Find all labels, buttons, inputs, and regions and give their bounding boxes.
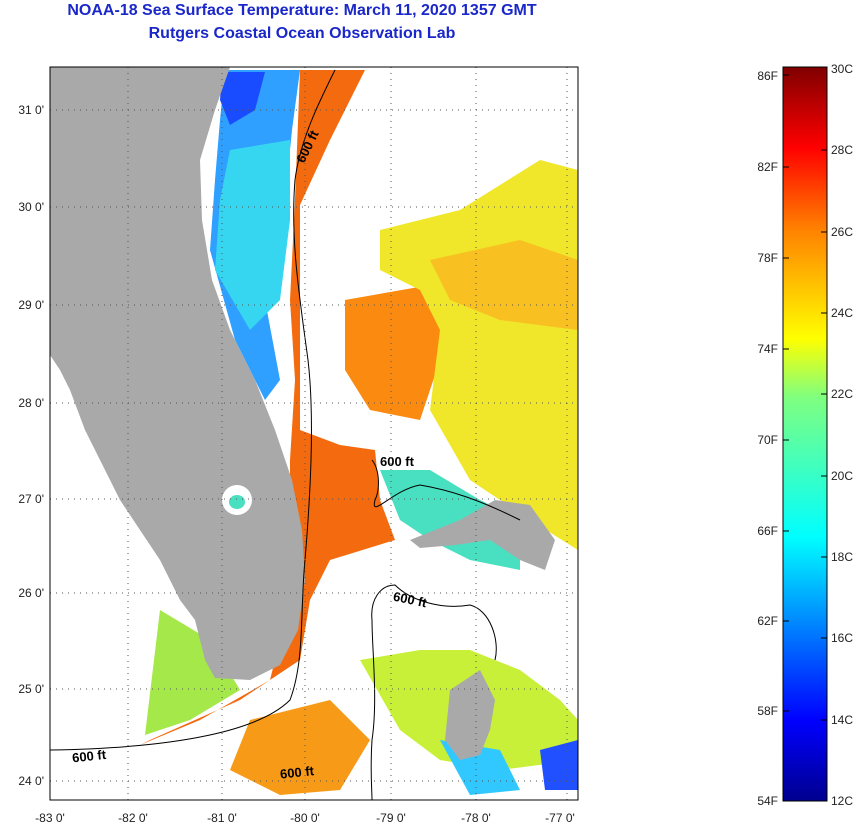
- sst-north-blue: [220, 72, 265, 125]
- lat-label: 29 0': [18, 298, 44, 312]
- contour-label: 600 ft: [392, 589, 429, 611]
- colorbar-c-label: 12C: [831, 794, 853, 808]
- colorbar-f-label: 78F: [757, 251, 778, 265]
- contour-label: 600 ft: [380, 454, 415, 469]
- lon-label: -82 0': [118, 811, 148, 825]
- andros-land: [445, 670, 495, 760]
- colorbar-f-label: 82F: [757, 160, 778, 174]
- colorbar-f-label: 62F: [757, 614, 778, 628]
- latitude-labels: 31 0' 30 0' 29 0' 28 0' 27 0' 26 0' 25 0…: [18, 103, 44, 788]
- sst-southeast-blue: [540, 740, 578, 790]
- colorbar-c-label: 18C: [831, 550, 853, 564]
- colorbar-f-label: 86F: [757, 69, 778, 83]
- colorbar-f-label: 74F: [757, 342, 778, 356]
- longitude-labels: -83 0' -82 0' -81 0' -80 0' -79 0' -78 0…: [35, 811, 575, 825]
- map-title: NOAA-18 Sea Surface Temperature: March 1…: [67, 2, 537, 19]
- lat-label: 26 0': [18, 586, 44, 600]
- contour-lines: [49, 69, 521, 801]
- lon-label: -81 0': [207, 811, 237, 825]
- colorbar: 86F 82F 78F 74F 70F 66F 62F 58F 54F 30C …: [757, 62, 853, 808]
- map-frame: [49, 66, 579, 801]
- colorbar-c-label: 30C: [831, 62, 853, 76]
- map-subtitle: Rutgers Coastal Ocean Observation Lab: [148, 25, 456, 42]
- colorbar-gradient: [782, 66, 828, 802]
- florida-land: [50, 67, 305, 680]
- colorbar-c-label: 26C: [831, 225, 853, 239]
- lat-label: 25 0': [18, 682, 44, 696]
- colorbar-c-label: 20C: [831, 469, 853, 483]
- colorbar-c-label: 24C: [831, 306, 853, 320]
- sst-south-orange: [230, 700, 370, 795]
- lon-label: -80 0': [290, 811, 320, 825]
- graticule: [50, 67, 578, 800]
- lat-label: 27 0': [18, 492, 44, 506]
- sst-yellow-orange-region: [430, 240, 578, 330]
- lon-label: -83 0': [35, 811, 65, 825]
- colorbar-c-label: 22C: [831, 387, 853, 401]
- contour-label: 600 ft: [71, 747, 107, 766]
- colorbar-f-label: 70F: [757, 433, 778, 447]
- colorbar-f-label: 54F: [757, 794, 778, 808]
- colorbar-f-label: 58F: [757, 704, 778, 718]
- lon-label: -77 0': [545, 811, 575, 825]
- contour-label: 600 ft: [279, 763, 315, 782]
- colorbar-f-label: 66F: [757, 524, 778, 538]
- sst-bahamas-cyan: [380, 470, 520, 570]
- lon-label: -78 0': [461, 811, 491, 825]
- colorbar-c-label: 28C: [831, 143, 853, 157]
- sst-gulf-green: [145, 610, 240, 735]
- lat-label: 28 0': [18, 396, 44, 410]
- colorbar-c-label: 16C: [831, 631, 853, 645]
- lat-label: 30 0': [18, 200, 44, 214]
- colorbar-c-label: 14C: [831, 713, 853, 727]
- sst-north-cyan: [215, 140, 290, 330]
- bahamas-land: [410, 500, 555, 570]
- lon-label: -79 0': [376, 811, 406, 825]
- sst-data-layer: [140, 70, 578, 795]
- lat-label: 31 0': [18, 103, 44, 117]
- lat-label: 24 0': [18, 774, 44, 788]
